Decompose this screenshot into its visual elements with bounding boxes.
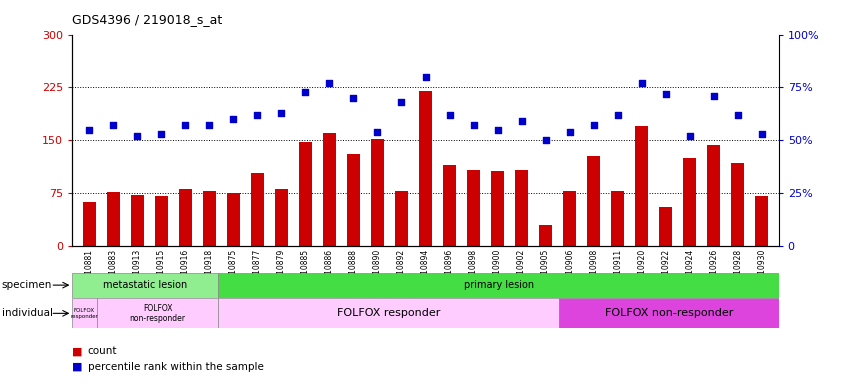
Text: FOLFOX responder: FOLFOX responder — [337, 308, 441, 318]
Point — [83, 127, 96, 133]
Point — [106, 122, 120, 129]
Text: primary lesion: primary lesion — [464, 280, 534, 290]
Point — [707, 93, 721, 99]
Text: specimen: specimen — [2, 280, 52, 290]
Bar — [755, 197, 768, 246]
Bar — [563, 191, 576, 246]
Point — [275, 110, 288, 116]
Bar — [72, 273, 219, 298]
Point — [683, 133, 697, 139]
Point — [539, 137, 552, 143]
Bar — [635, 126, 648, 246]
Bar — [323, 133, 336, 246]
Point — [587, 122, 601, 129]
Bar — [419, 91, 432, 246]
Point — [731, 112, 745, 118]
Bar — [83, 202, 96, 246]
Bar — [559, 298, 779, 328]
Bar — [179, 189, 191, 246]
Text: ■: ■ — [72, 346, 86, 356]
Bar — [515, 170, 528, 246]
Bar — [395, 191, 408, 246]
Point — [179, 122, 192, 129]
Bar — [683, 158, 696, 246]
Point — [395, 99, 408, 105]
Bar — [226, 193, 240, 246]
Bar — [219, 298, 559, 328]
Point — [635, 80, 648, 86]
Point — [611, 112, 625, 118]
Text: FOLFOX non-responder: FOLFOX non-responder — [605, 308, 734, 318]
Point — [346, 95, 360, 101]
Bar — [443, 165, 456, 246]
Text: ■: ■ — [72, 362, 86, 372]
Bar — [155, 197, 168, 246]
Bar — [347, 154, 360, 246]
Point — [299, 89, 312, 95]
Text: individual: individual — [2, 308, 53, 318]
Text: GDS4396 / 219018_s_at: GDS4396 / 219018_s_at — [72, 13, 223, 26]
Point — [491, 127, 505, 133]
Bar — [72, 298, 97, 328]
Bar — [251, 172, 264, 246]
Point — [130, 133, 144, 139]
Point — [466, 122, 480, 129]
Bar — [587, 156, 600, 246]
Bar — [371, 139, 384, 246]
Bar — [97, 298, 219, 328]
Point — [755, 131, 768, 137]
Bar — [106, 192, 120, 246]
Bar — [611, 191, 625, 246]
Text: count: count — [88, 346, 117, 356]
Point — [226, 116, 240, 122]
Bar — [130, 195, 144, 246]
Point — [419, 74, 432, 80]
Text: FOLFOX
responder: FOLFOX responder — [71, 308, 99, 319]
Point — [371, 129, 385, 135]
Bar — [539, 225, 552, 246]
Text: FOLFOX
non-responder: FOLFOX non-responder — [129, 304, 186, 323]
Point — [515, 118, 528, 124]
Bar — [219, 273, 779, 298]
Point — [203, 122, 216, 129]
Bar — [707, 145, 721, 246]
Point — [154, 131, 168, 137]
Bar — [467, 170, 480, 246]
Point — [659, 91, 672, 97]
Bar — [275, 189, 288, 246]
Text: percentile rank within the sample: percentile rank within the sample — [88, 362, 264, 372]
Text: metastatic lesion: metastatic lesion — [103, 280, 187, 290]
Bar — [299, 142, 312, 246]
Point — [250, 112, 264, 118]
Bar — [491, 171, 504, 246]
Point — [323, 80, 336, 86]
Bar — [203, 191, 216, 246]
Point — [563, 129, 576, 135]
Bar — [660, 207, 672, 246]
Point — [443, 112, 456, 118]
Bar — [731, 164, 745, 246]
